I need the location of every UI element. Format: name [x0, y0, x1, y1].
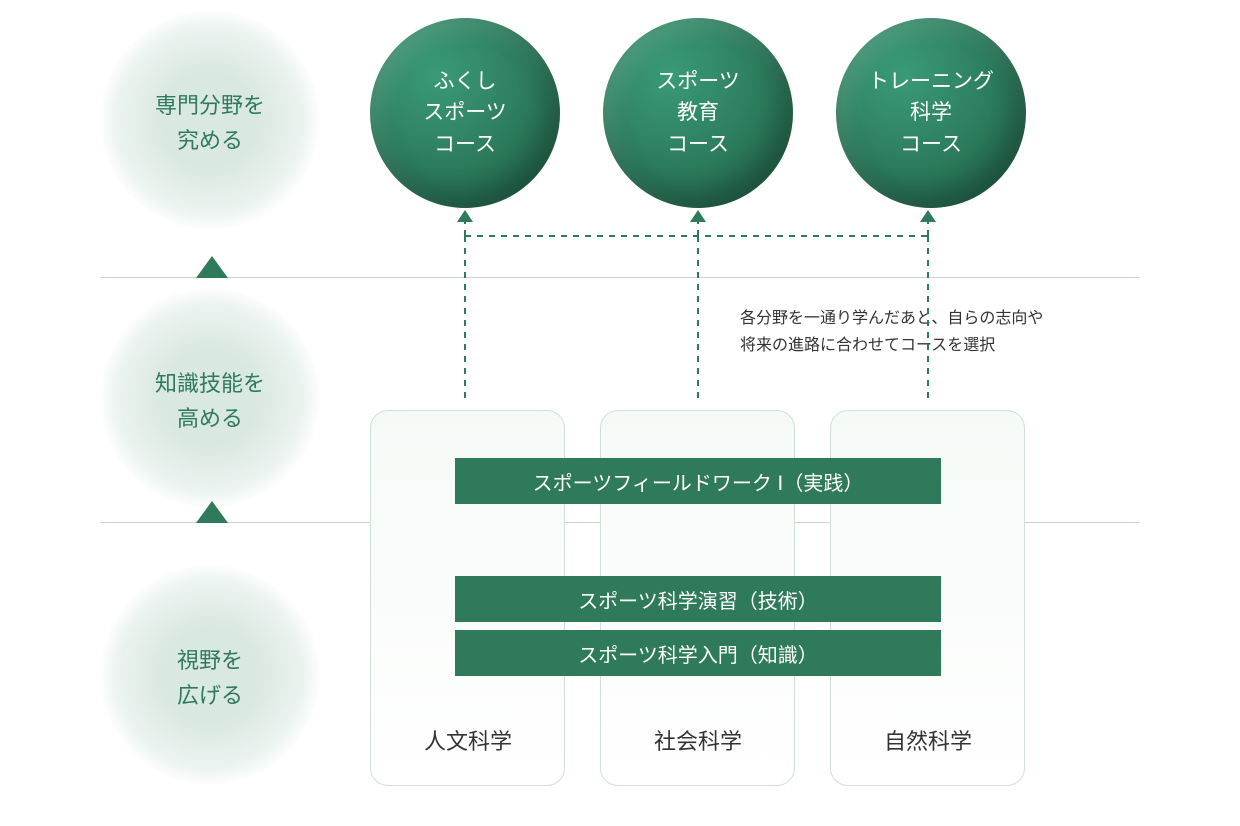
course-sphere-3: トレーニング 科学 コース	[836, 18, 1026, 208]
course-bar-fieldwork: スポーツフィールドワーク Ⅰ（実践）	[455, 458, 941, 504]
diagram-stage: 専門分野を 究める 知識技能を 高める 視野を 広げる ふくし スポーツ コース…	[0, 0, 1240, 826]
course-bar-seminar: スポーツ科学演習（技術）	[455, 576, 941, 622]
row-label-specialize: 専門分野を 究める	[120, 88, 300, 158]
row-label-broaden: 視野を 広げる	[120, 643, 300, 713]
course-sphere-2: スポーツ 教育 コース	[603, 18, 793, 208]
up-triangle-2	[196, 501, 228, 523]
up-triangle-1	[196, 256, 228, 278]
column-label-2: 社会科学	[598, 724, 798, 756]
divider-line-1	[100, 277, 1140, 278]
column-label-1: 人文科学	[368, 724, 568, 756]
course-sphere-1: ふくし スポーツ コース	[370, 18, 560, 208]
selection-note: 各分野を一通り学んだあと、自らの志向や 将来の進路に合わせてコースを選択	[740, 305, 1043, 359]
course-bar-intro: スポーツ科学入門（知識）	[455, 630, 941, 676]
column-label-3: 自然科学	[828, 724, 1028, 756]
row-label-skills: 知識技能を 高める	[120, 366, 300, 436]
